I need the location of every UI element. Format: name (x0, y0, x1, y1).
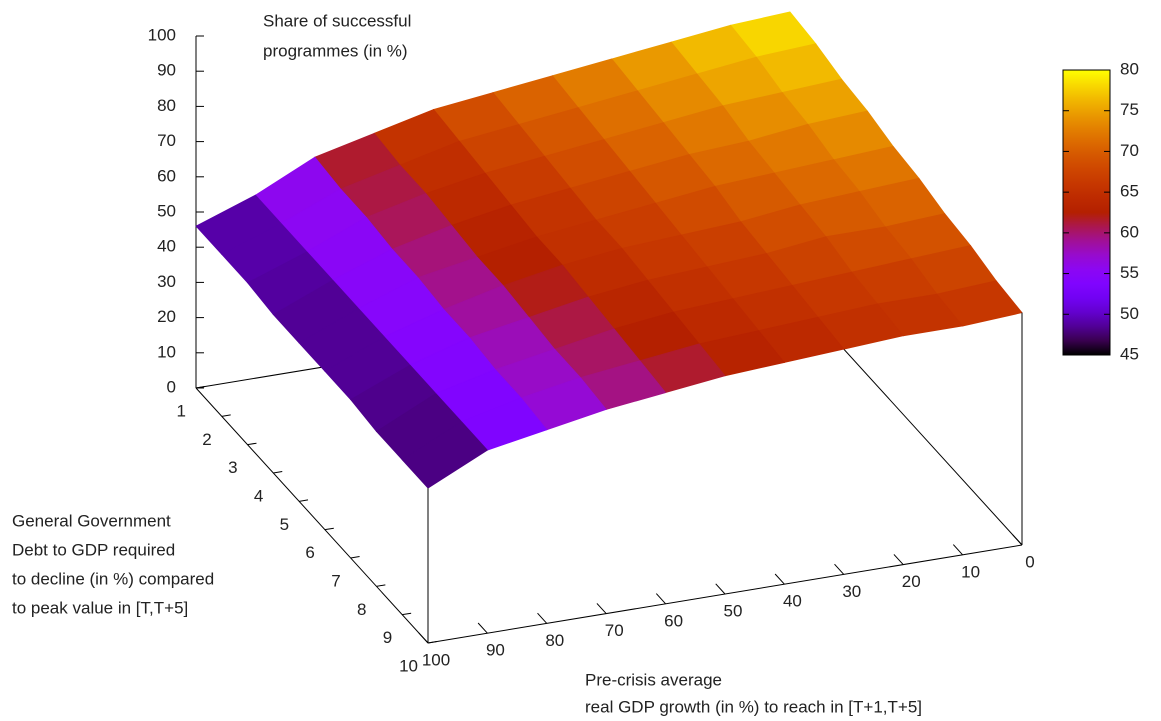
y-tick (350, 556, 360, 559)
x-tick-label: 10 (961, 562, 980, 581)
z-tick-label: 10 (157, 342, 176, 361)
x-tick-label: 100 (422, 650, 450, 669)
z-tick-label: 20 (157, 307, 176, 326)
x-tick (834, 563, 845, 575)
y-axis-label: Debt to GDP required (12, 540, 175, 559)
x-tick (893, 554, 904, 565)
colorbar-tick-label: 65 (1120, 182, 1139, 201)
colorbar-tick-label: 80 (1120, 59, 1139, 78)
y-axis-label: General Government (12, 511, 171, 530)
y-tick-label: 6 (305, 543, 314, 562)
x-tick (477, 622, 488, 634)
colorbar-tick-label: 45 (1120, 344, 1139, 363)
surface (195, 11, 1023, 489)
colorbar-tick-label: 55 (1120, 263, 1139, 282)
y-tick-label: 8 (357, 600, 366, 619)
x-tick (774, 573, 785, 585)
z-tick-label: 100 (148, 25, 176, 44)
x-tick-label: 40 (783, 592, 802, 611)
y-tick-label: 5 (280, 515, 289, 534)
x-tick (1012, 534, 1023, 546)
z-tick-label: 70 (157, 131, 176, 150)
x-tick (418, 632, 429, 644)
y-tick-label: 1 (177, 401, 186, 420)
x-tick (715, 583, 726, 595)
y-tick-label: 4 (254, 486, 263, 505)
y-tick-label: 7 (331, 571, 340, 590)
colorbar-tick-label: 60 (1120, 222, 1139, 241)
floor-edge (195, 387, 429, 644)
z-tick-label: 90 (157, 61, 176, 80)
y-tick (376, 584, 386, 587)
y-tick (247, 442, 257, 446)
y-tick-label: 3 (228, 458, 237, 477)
y-axis-label: to decline (in %) compared (12, 569, 214, 588)
colorbar-tick-label: 50 (1120, 304, 1139, 323)
z-tick-label: 0 (167, 377, 176, 396)
y-tick (427, 641, 437, 644)
z-tick-label: 60 (157, 166, 176, 185)
z-tick-label: 50 (157, 201, 176, 220)
y-tick (324, 527, 334, 531)
x-tick-label: 70 (605, 621, 624, 640)
x-tick-label: 60 (664, 611, 683, 630)
front-axes (195, 312, 1023, 644)
y-tick (195, 386, 205, 389)
x-tick (596, 603, 607, 614)
x-tick-label: 50 (724, 601, 743, 620)
z-tick-label: 40 (157, 237, 176, 256)
colorbar (1062, 69, 1111, 356)
z-axis-label: programmes (in %) (263, 41, 408, 60)
labels: 0102030405060708090100123456789100102030… (12, 11, 1139, 716)
colorbar-tick-label: 70 (1120, 141, 1139, 160)
x-tick-label: 90 (486, 641, 505, 660)
x-tick-label: 0 (1025, 552, 1034, 571)
y-tick-label: 2 (202, 430, 211, 449)
x-tick-label: 80 (545, 631, 564, 650)
x-tick (952, 544, 963, 556)
y-tick-label: 10 (399, 656, 418, 675)
x-tick (537, 612, 548, 624)
x-tick (655, 593, 666, 605)
x-axis-label: real GDP growth (in %) to reach in [T+1,… (585, 697, 922, 716)
y-tick (221, 414, 231, 417)
z-tick-label: 30 (157, 272, 176, 291)
z-tick-label: 80 (157, 96, 176, 115)
colorbar-tick-label: 75 (1120, 100, 1139, 119)
y-tick-label: 9 (383, 628, 392, 647)
y-axis-label: to peak value in [T,T+5] (12, 598, 188, 617)
y-tick (299, 499, 309, 502)
x-tick-label: 20 (902, 572, 921, 591)
z-axis-label: Share of successful (263, 11, 411, 30)
y-tick (273, 471, 283, 474)
y-tick (402, 612, 412, 616)
x-tick-label: 30 (842, 582, 861, 601)
x-axis-label: Pre-crisis average (585, 670, 722, 689)
